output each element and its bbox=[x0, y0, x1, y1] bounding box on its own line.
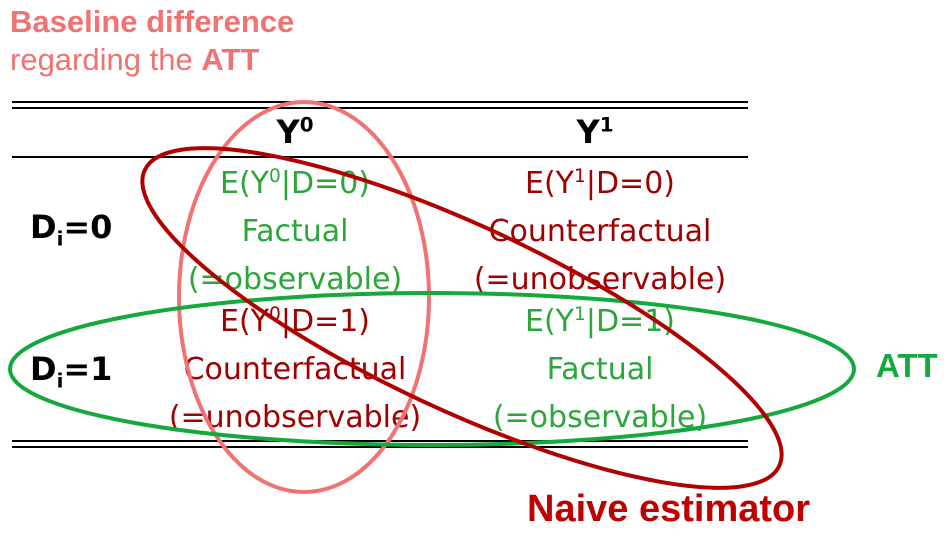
cell-d0-y0-kind: Factual bbox=[241, 214, 349, 249]
baseline-title-prefix: regarding the bbox=[10, 42, 202, 77]
cell-d0-y1-expr-pre: E(Y bbox=[525, 166, 574, 201]
cell-d0-y0: E(Y0|D=0) Factual (=observable) bbox=[145, 160, 445, 304]
row-label-d0-var: D bbox=[30, 208, 57, 246]
cell-d0-y0-obs: (=observable) bbox=[187, 262, 403, 297]
cell-d0-y1-expr: E(Y1|D=0) bbox=[445, 160, 755, 208]
cell-d1-y1-expr-pre: E(Y bbox=[525, 304, 574, 339]
cell-d1-y1-expr: E(Y1|D=1) bbox=[445, 298, 755, 346]
cell-d1-y0-obs: (=unobservable) bbox=[168, 400, 422, 435]
baseline-title-line2: regarding the ATT bbox=[10, 41, 294, 79]
row-label-d0-value: =0 bbox=[63, 208, 113, 246]
cell-d0-y1-expr-sup: 1 bbox=[574, 166, 586, 187]
row-label-d0-sub: i bbox=[56, 227, 64, 251]
column-header-y0-text: Y bbox=[276, 113, 300, 151]
cell-d1-y1-obs: (=observable) bbox=[492, 400, 708, 435]
column-header-y1: Y1 bbox=[495, 108, 695, 156]
row-label-d1-value: =1 bbox=[63, 350, 113, 388]
table-header-rule bbox=[12, 156, 748, 158]
cell-d1-y0: E(Y0|D=1) Counterfactual (=unobservable) bbox=[140, 298, 450, 442]
cell-d1-y0-expr-sup: 0 bbox=[269, 304, 281, 325]
cell-d1-y1: E(Y1|D=1) Factual (=observable) bbox=[445, 298, 755, 442]
cell-d0-y0-expr-pre: E(Y bbox=[220, 166, 269, 201]
cell-d0-y1-expr-post: |D=0) bbox=[585, 166, 675, 201]
cell-d0-y0-expr-post: |D=0) bbox=[280, 166, 370, 201]
naive-estimator-label: Naive estimator bbox=[527, 488, 811, 530]
column-header-y1-text: Y bbox=[576, 113, 600, 151]
row-label-d0: Di=0 bbox=[30, 208, 113, 249]
cell-d0-y0-expr: E(Y0|D=0) bbox=[145, 160, 445, 208]
table-bottom-rule-2 bbox=[12, 446, 748, 448]
cell-d1-y0-kind: Counterfactual bbox=[183, 352, 407, 387]
cell-d1-y0-expr-post: |D=1) bbox=[280, 304, 370, 339]
cell-d1-y1-expr-sup: 1 bbox=[574, 304, 586, 325]
row-label-d1-var: D bbox=[30, 350, 57, 388]
cell-d1-y1-expr-post: |D=1) bbox=[585, 304, 675, 339]
column-header-y0-sup: 0 bbox=[299, 113, 314, 137]
column-header-y1-sup: 1 bbox=[599, 113, 614, 137]
cell-d1-y0-expr: E(Y0|D=1) bbox=[140, 298, 450, 346]
row-label-d1: Di=1 bbox=[30, 350, 113, 391]
baseline-difference-title: Baseline difference regarding the ATT bbox=[10, 3, 294, 79]
cell-d1-y1-kind: Factual bbox=[546, 352, 654, 387]
cell-d0-y0-expr-sup: 0 bbox=[269, 166, 281, 187]
att-label: ATT bbox=[876, 347, 938, 384]
column-header-y0: Y0 bbox=[195, 108, 395, 156]
cell-d0-y1: E(Y1|D=0) Counterfactual (=unobservable) bbox=[445, 160, 755, 304]
table-top-rule-1 bbox=[12, 101, 748, 103]
cell-d1-y0-expr-pre: E(Y bbox=[220, 304, 269, 339]
baseline-title-line1: Baseline difference bbox=[10, 4, 295, 39]
cell-d0-y1-kind: Counterfactual bbox=[488, 214, 712, 249]
baseline-title-att: ATT bbox=[201, 42, 260, 77]
cell-d0-y1-obs: (=unobservable) bbox=[473, 262, 727, 297]
